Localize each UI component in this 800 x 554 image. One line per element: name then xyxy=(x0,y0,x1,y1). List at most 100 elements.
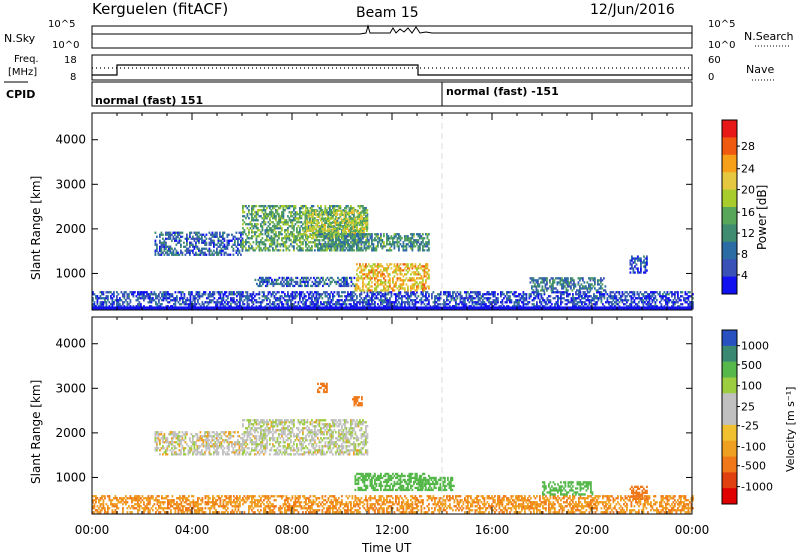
data-cell xyxy=(411,291,414,294)
data-cell xyxy=(222,241,224,244)
data-cell xyxy=(263,221,265,224)
data-cell xyxy=(398,241,400,244)
data-cell xyxy=(368,273,370,276)
data-cell xyxy=(681,303,684,306)
data-cell xyxy=(581,297,583,300)
data-cell xyxy=(566,295,568,298)
data-cell xyxy=(220,253,223,256)
data-cell xyxy=(305,278,308,282)
data-cell xyxy=(363,283,366,286)
data-cell xyxy=(326,249,328,252)
data-cell xyxy=(102,305,105,308)
data-cell xyxy=(321,249,324,252)
data-cell xyxy=(580,283,583,286)
data-cell xyxy=(423,267,426,270)
data-cell xyxy=(354,293,357,296)
data-cell xyxy=(107,291,109,294)
data-cell xyxy=(306,215,309,218)
data-cell xyxy=(410,279,412,282)
data-cell xyxy=(386,293,388,296)
data-cell xyxy=(571,279,574,282)
data-cell xyxy=(300,225,303,228)
data-cell xyxy=(471,301,474,304)
data-cell xyxy=(258,229,261,232)
data-cell xyxy=(264,245,267,248)
data-cell xyxy=(164,293,166,296)
data-cell xyxy=(335,233,337,236)
data-cell xyxy=(323,282,326,286)
data-cell xyxy=(156,235,158,238)
data-cell xyxy=(341,241,343,244)
data-cell xyxy=(306,207,309,210)
data-cell xyxy=(318,247,321,250)
data-cell xyxy=(434,295,436,298)
data-cell xyxy=(654,305,657,308)
data-cell xyxy=(534,283,536,286)
data-cell xyxy=(401,303,403,306)
data-cell xyxy=(276,209,279,212)
data-cell xyxy=(343,227,346,231)
data-cell xyxy=(224,305,226,308)
data-cell xyxy=(137,305,139,308)
data-cell xyxy=(562,285,565,288)
data-cell xyxy=(422,283,424,286)
nave-label: Nave xyxy=(746,63,774,76)
data-cell xyxy=(357,213,360,216)
data-cell xyxy=(494,293,496,296)
data-cell xyxy=(371,235,373,238)
data-cell xyxy=(224,291,226,294)
data-cell xyxy=(596,301,598,304)
data-cell xyxy=(413,241,415,244)
data-cell xyxy=(357,233,360,236)
data-cell xyxy=(347,235,349,238)
data-cell xyxy=(352,231,355,235)
data-cell xyxy=(317,249,319,252)
data-cell xyxy=(246,299,249,302)
data-cell xyxy=(335,205,337,208)
data-cell xyxy=(338,207,340,210)
data-cell xyxy=(482,293,484,296)
data-cell xyxy=(158,299,160,302)
data-cell xyxy=(631,263,633,266)
data-cell xyxy=(290,299,292,302)
data-cell xyxy=(399,303,402,306)
data-cell xyxy=(534,305,537,308)
data-cell xyxy=(209,301,211,304)
data-cell xyxy=(293,295,295,298)
data-cell xyxy=(352,217,355,220)
data-cell xyxy=(245,291,247,294)
data-cell xyxy=(360,221,362,225)
data-cell xyxy=(290,205,292,208)
data-cell xyxy=(322,233,325,237)
data-cell xyxy=(320,295,322,298)
data-cell xyxy=(193,237,196,240)
data-cell xyxy=(398,293,400,296)
data-cell xyxy=(326,247,328,250)
data-cell xyxy=(327,233,330,236)
data-cell xyxy=(414,267,417,270)
data-cell xyxy=(149,297,151,300)
data-cell xyxy=(341,249,343,252)
data-cell xyxy=(410,241,412,244)
data-cell xyxy=(272,247,274,250)
data-cell xyxy=(189,233,191,236)
data-cell xyxy=(602,293,604,296)
data-cell xyxy=(303,297,306,300)
data-cell xyxy=(687,295,690,298)
data-cell xyxy=(255,241,258,244)
data-cell xyxy=(316,209,319,212)
data-cell xyxy=(582,297,585,300)
data-cell xyxy=(293,213,295,216)
data-cell xyxy=(423,303,426,306)
data-cell xyxy=(246,235,249,238)
data-cell xyxy=(186,249,188,252)
data-cell xyxy=(426,237,429,240)
data-cell xyxy=(183,293,186,296)
data-cell xyxy=(332,217,334,220)
data-cell xyxy=(165,247,167,250)
data-cell xyxy=(600,291,603,294)
data-cell xyxy=(338,205,340,208)
data-cell xyxy=(632,271,635,274)
data-cell xyxy=(600,297,603,300)
data-cell xyxy=(387,265,390,268)
